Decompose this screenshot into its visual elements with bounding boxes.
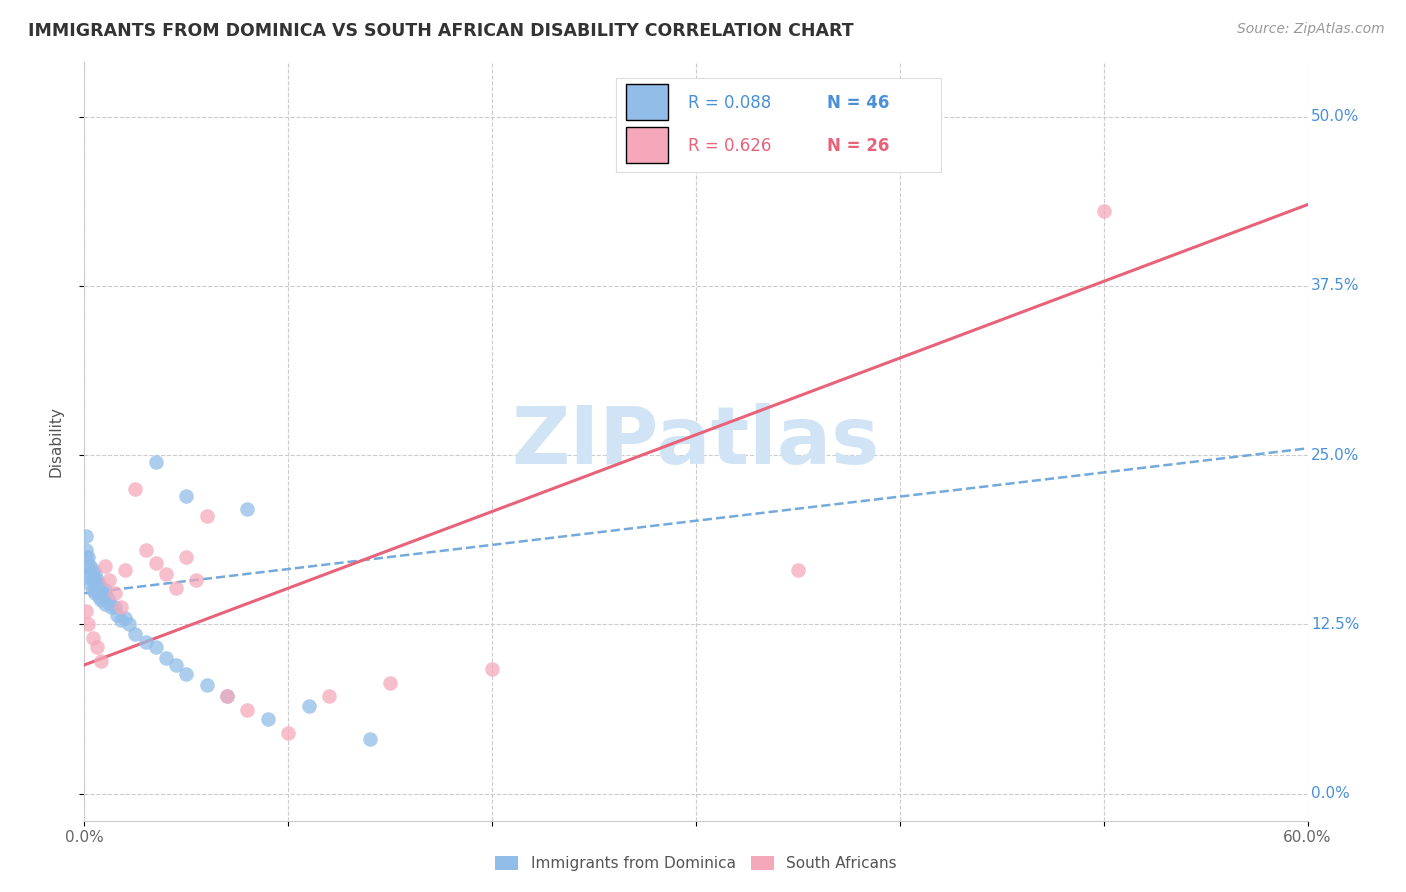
Text: 25.0%: 25.0% [1312,448,1360,463]
Point [174,549,197,564]
Text: ZIPatlas: ZIPatlas [512,402,880,481]
Point [97,594,120,608]
Point [86,573,108,587]
Point [90,581,112,595]
Point [174,489,197,503]
Point [195,508,218,523]
Point [104,599,127,614]
Text: 12.5%: 12.5% [1312,617,1360,632]
Point [186,573,208,587]
Point [124,627,146,641]
Point [174,667,197,681]
Point [236,502,259,516]
Point [114,563,136,577]
Point [114,610,136,624]
Point [217,689,239,703]
Point [217,689,239,703]
Point [318,689,340,703]
Point [75,529,97,543]
Point [75,549,97,564]
Point [298,698,321,713]
Point [155,651,177,665]
Point [82,563,104,577]
Point [104,586,127,600]
Point [118,617,141,632]
Point [787,563,810,577]
Point [83,586,105,600]
Text: IMMIGRANTS FROM DOMINICA VS SOUTH AFRICAN DISABILITY CORRELATION CHART: IMMIGRANTS FROM DOMINICA VS SOUTH AFRICA… [28,22,853,40]
Point [75,542,97,557]
Point [481,662,503,676]
Point [82,573,104,587]
Point [145,455,167,469]
Point [105,607,128,622]
Point [110,599,132,614]
Point [77,549,100,564]
Point [124,482,146,496]
Text: 0.0%: 0.0% [1312,786,1350,801]
Point [86,640,108,655]
Point [145,557,167,571]
Point [277,725,299,739]
Y-axis label: Disability: Disability [49,406,63,477]
Point [380,675,402,690]
Point [93,559,115,574]
Point [87,591,110,605]
Point [83,567,105,582]
Point [135,635,157,649]
Text: 37.5%: 37.5% [1312,278,1360,293]
Point [91,586,114,600]
Point [110,613,132,627]
Point [83,576,105,591]
Point [82,631,104,645]
Point [93,597,115,611]
Point [75,604,97,618]
Point [77,559,100,574]
Point [82,583,104,598]
Point [77,617,100,632]
Point [87,576,110,591]
Legend: Immigrants from Dominica, South Africans: Immigrants from Dominica, South Africans [489,850,903,878]
Point [79,567,101,582]
Point [90,593,112,607]
Point [135,542,157,557]
Point [90,654,112,668]
Text: 50.0%: 50.0% [1312,109,1360,124]
Point [97,573,120,587]
Point [93,583,115,598]
Point [79,559,101,574]
Point [359,732,381,747]
Point [257,712,280,726]
Point [96,591,118,605]
Point [1092,204,1115,219]
Point [145,640,167,655]
Point [165,581,187,595]
Point [195,678,218,692]
Point [79,576,101,591]
Point [86,583,108,598]
Text: Source: ZipAtlas.com: Source: ZipAtlas.com [1237,22,1385,37]
Point [155,567,177,582]
Point [236,703,259,717]
Point [77,570,100,584]
Point [165,657,187,672]
Point [100,599,122,614]
